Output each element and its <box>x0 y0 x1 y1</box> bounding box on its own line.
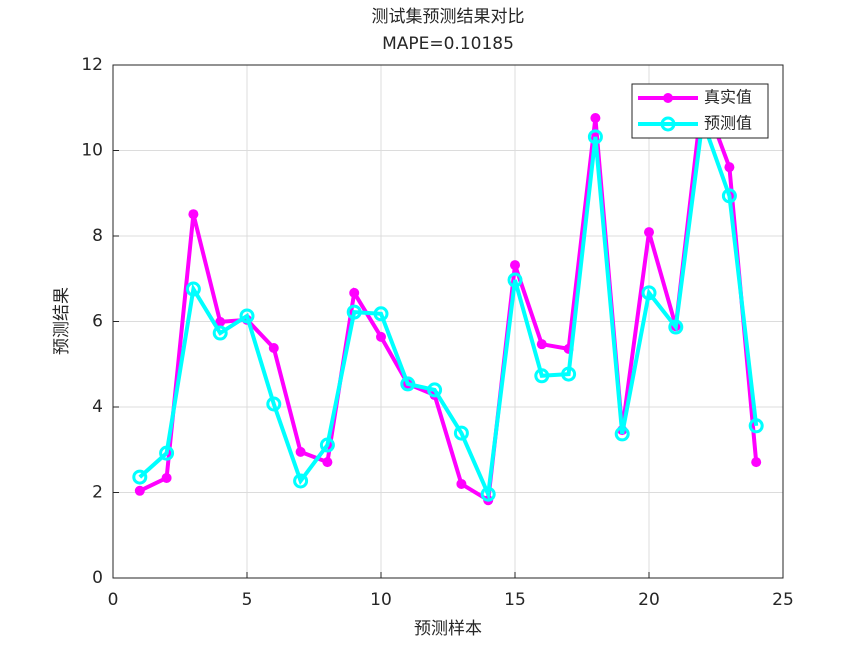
y-tick-label: 12 <box>81 55 103 75</box>
data-point <box>295 446 306 457</box>
legend-label: 预测值 <box>704 114 752 133</box>
data-point <box>561 366 577 382</box>
data-point <box>319 437 335 453</box>
data-point <box>587 129 603 145</box>
data-point <box>185 281 201 297</box>
data-point <box>590 113 601 124</box>
data-point <box>456 478 467 489</box>
y-tick-label: 4 <box>92 397 103 417</box>
data-point <box>427 382 443 398</box>
data-point <box>373 306 389 322</box>
chart-title: 测试集预测结果对比 <box>372 7 525 27</box>
legend-marker <box>663 93 673 103</box>
data-point <box>668 319 684 335</box>
x-tick-label: 5 <box>242 590 253 610</box>
data-point <box>293 473 309 489</box>
data-point <box>536 339 547 350</box>
y-tick-label: 6 <box>92 312 103 332</box>
data-point <box>215 316 226 327</box>
data-point <box>721 188 737 204</box>
data-point <box>507 272 523 288</box>
data-point <box>510 260 520 271</box>
axes-box <box>112 64 784 579</box>
x-tick-label: 0 <box>108 590 119 610</box>
x-tick-label: 15 <box>504 590 526 610</box>
y-tick-label: 2 <box>92 483 103 503</box>
data-point <box>188 209 199 220</box>
data-point <box>751 457 762 468</box>
x-axis-label: 预测样本 <box>414 619 482 639</box>
data-point <box>159 445 175 461</box>
data-point <box>480 486 496 502</box>
data-point <box>134 485 145 496</box>
data-point <box>644 227 654 238</box>
legend-box <box>631 83 769 139</box>
data-point <box>161 472 172 483</box>
legend-marker <box>660 116 676 132</box>
data-point <box>268 343 279 354</box>
data-point <box>724 162 735 173</box>
chart-subtitle: MAPE=0.10185 <box>382 34 514 54</box>
legend-label: 真实值 <box>704 88 752 107</box>
data-point <box>322 457 333 468</box>
data-point <box>748 418 764 434</box>
data-point <box>376 331 386 342</box>
data-point <box>349 287 360 298</box>
data-point <box>266 396 282 412</box>
x-tick-label: 20 <box>638 590 660 610</box>
data-point <box>453 425 469 441</box>
data-point <box>132 469 148 485</box>
data-point <box>346 304 362 320</box>
x-tick-label: 10 <box>370 590 392 610</box>
y-tick-label: 8 <box>92 226 103 246</box>
data-point <box>641 285 657 301</box>
y-tick-label: 10 <box>81 141 103 161</box>
data-point <box>614 426 630 442</box>
y-axis-label: 预测结果 <box>52 287 72 355</box>
data-point <box>400 376 416 392</box>
data-point <box>212 325 228 341</box>
y-tick-label: 0 <box>92 568 103 588</box>
x-tick-label: 25 <box>772 590 794 610</box>
data-point <box>534 368 550 384</box>
data-point <box>239 308 255 324</box>
